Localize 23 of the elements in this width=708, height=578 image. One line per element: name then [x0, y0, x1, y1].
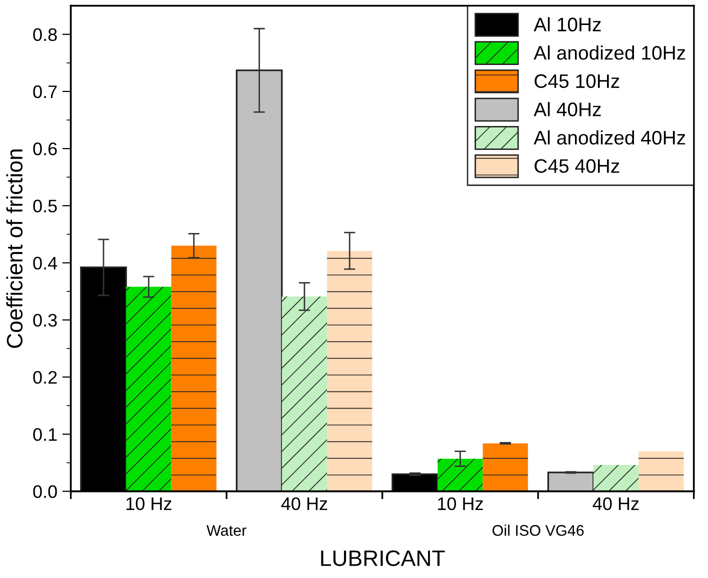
legend-label: C45 10Hz	[534, 74, 620, 88]
x-tick-label: 40 Hz	[592, 497, 639, 510]
x-axis-title: LUBRICANT	[321, 550, 445, 566]
y-tick-label: 0.5	[33, 200, 57, 212]
y-axis-title: Coefficient of friction	[6, 150, 23, 348]
x-tick-label: 10 Hz	[126, 497, 172, 510]
y-tick-label: 0.0	[33, 485, 57, 498]
legend-label: Al 40Hz	[534, 102, 601, 116]
y-tick-label: 0.1	[33, 428, 57, 441]
y-tick-label: 0.7	[33, 85, 57, 98]
y-tick-label: 0.4	[33, 256, 58, 270]
x-tick-label: 40 Hz	[281, 497, 328, 510]
text: Oil ISO VG46	[492, 524, 584, 536]
legend-label: Al 10Hz	[534, 17, 601, 32]
x-tick-label: 10 Hz	[438, 497, 483, 510]
y-tick-label: 0.6	[33, 142, 57, 156]
legend-label: C45 40Hz	[534, 159, 620, 173]
y-tick-label: 0.8	[33, 28, 57, 42]
text: Water	[206, 525, 246, 536]
y-tick-label: 0.2	[33, 370, 57, 384]
legend-label: Al anodized 40Hz	[534, 130, 686, 145]
y-tick-label: 0.3	[33, 314, 57, 327]
legend-label: Al anodized 10Hz	[534, 45, 686, 60]
